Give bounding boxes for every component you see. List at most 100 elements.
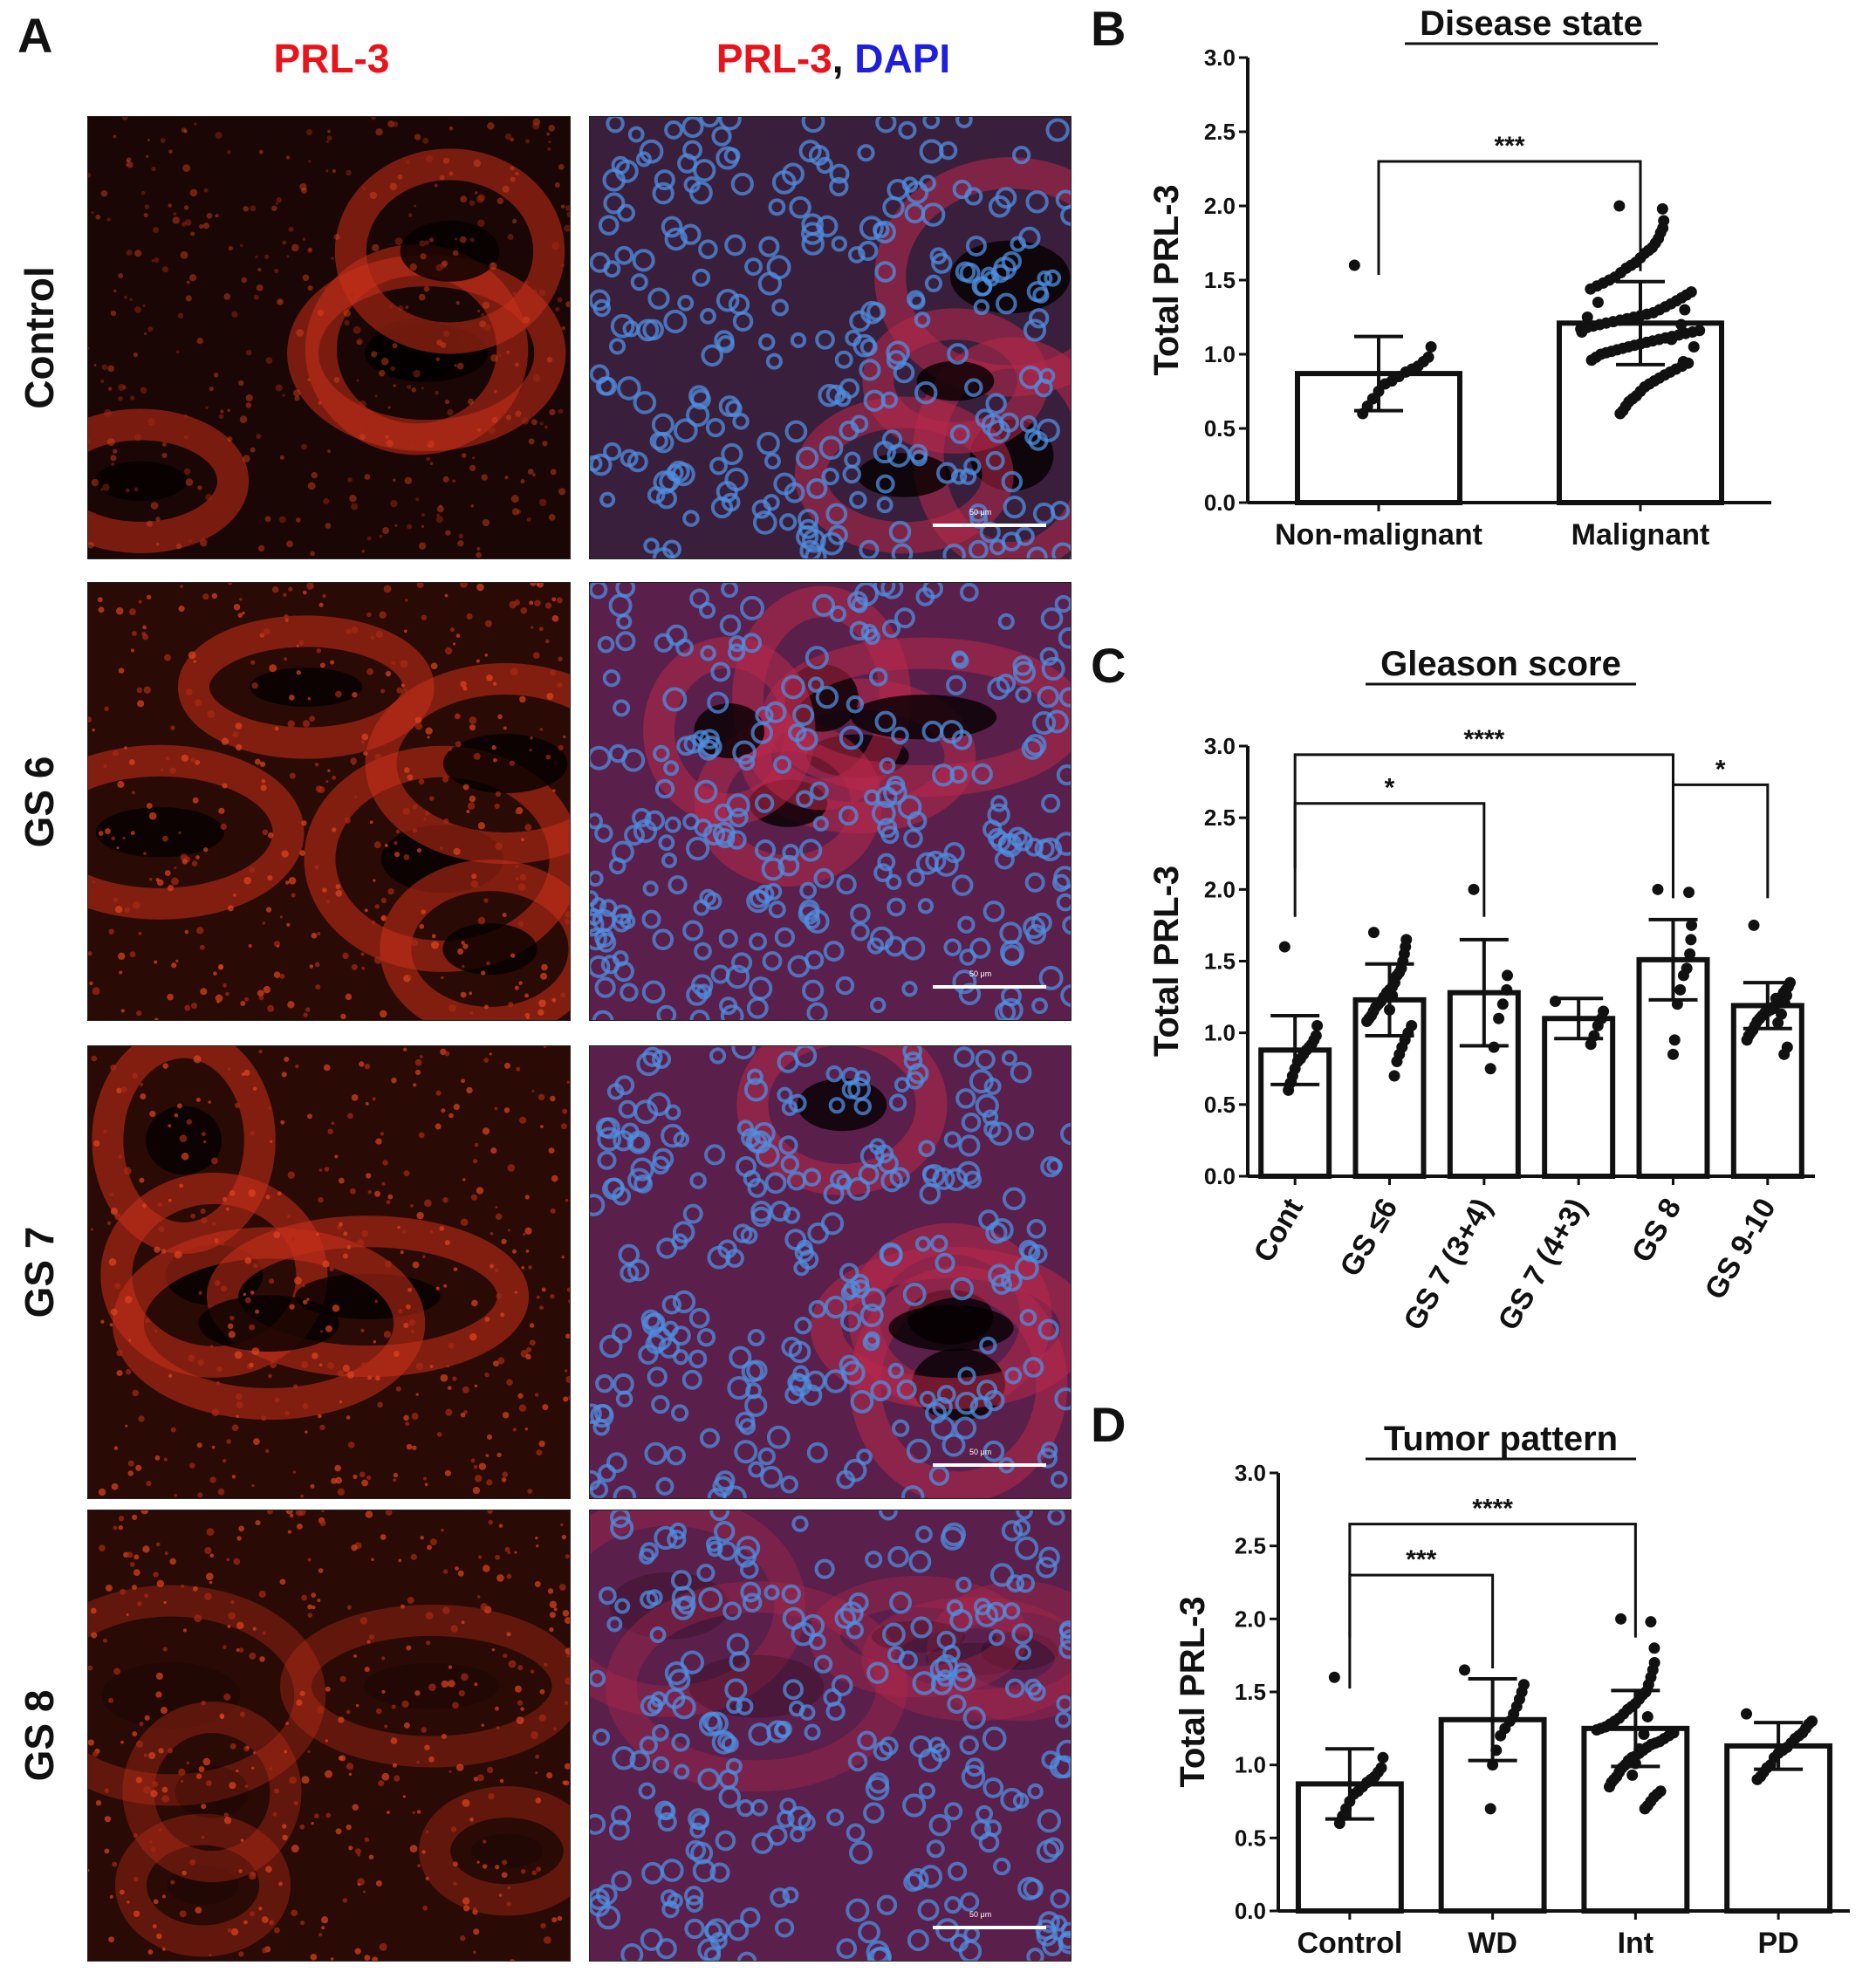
data-point: [1770, 992, 1782, 1004]
y-tick-label: 2.5: [1204, 119, 1236, 145]
chart-panel-b: B Disease state Total PRL-3 0.0 0.5 1.0 1.5 2.0…: [1082, 0, 1876, 593]
data-point: [1585, 283, 1597, 295]
scale-bar: [933, 524, 1046, 527]
chart-title: Disease state: [1420, 4, 1643, 43]
data-point: [1391, 1056, 1403, 1068]
y-tick-label: 2.0: [1204, 876, 1236, 902]
data-point: [1613, 200, 1626, 212]
data-point: [1379, 378, 1391, 390]
data-point: [1668, 1034, 1681, 1046]
data-point: [1778, 996, 1790, 1009]
data-point: [1639, 1803, 1651, 1815]
data-point: [1652, 883, 1664, 895]
data-point: [1493, 1012, 1505, 1024]
data-point: [1626, 1769, 1639, 1781]
data-point: [1425, 341, 1437, 353]
data-point: [1591, 1724, 1603, 1736]
y-axis-label: Total PRL-3: [1147, 184, 1186, 375]
col-header-prl3: PRL-3: [87, 35, 576, 82]
x-tick-label: Cont: [1247, 1193, 1310, 1268]
y-tick-label: 1.0: [1204, 1020, 1236, 1046]
data-point: [1468, 883, 1480, 895]
micrograph-texture: [590, 583, 1071, 1020]
data-point: [1666, 333, 1678, 346]
y-tick-label: 0.5: [1235, 1825, 1266, 1851]
data-point: [1388, 1070, 1400, 1082]
x-tick-label: Malignant: [1571, 518, 1710, 551]
micrograph-texture: [590, 1510, 1071, 1961]
data-point: [1278, 941, 1291, 953]
data-point: [1767, 1003, 1779, 1015]
data-point: [1576, 326, 1588, 338]
y-tick-label: 1.5: [1204, 948, 1236, 975]
data-point: [1679, 304, 1691, 316]
data-point: [1683, 887, 1695, 899]
data-point: [1459, 1664, 1471, 1676]
chart-panel-d: D Tumor pattern Total PRL-3 0.0 0.5 1.0 1.5 2.0…: [1082, 1396, 1876, 1975]
scale-bar: [933, 1463, 1046, 1467]
col-header-prl3-dapi: PRL-3, DAPI: [589, 35, 1078, 82]
row-label-control: Control: [17, 266, 62, 409]
data-point: [1677, 969, 1689, 982]
data-point: [1615, 1613, 1627, 1625]
prl3-image-gs-7: [87, 1045, 571, 1499]
significance-label: ****: [1472, 1495, 1513, 1524]
col-header-dapi-blue: DAPI: [854, 36, 951, 81]
significance-label: *: [1715, 755, 1726, 784]
y-tick-label: 2.5: [1204, 805, 1236, 831]
data-point: [1484, 1803, 1496, 1815]
data-point: [1496, 998, 1509, 1010]
data-point: [1592, 1019, 1604, 1031]
micrograph-texture: [90, 1046, 570, 1498]
data-point: [1501, 983, 1513, 996]
data-point: [1674, 983, 1687, 996]
merged-image-gs-8: 50 μm: [589, 1510, 1072, 1962]
micrograph-texture: [88, 583, 570, 1020]
col-header-prl3-red: PRL-3: [715, 36, 832, 81]
x-tick-label: GS 8: [1626, 1193, 1688, 1268]
data-point: [1685, 934, 1697, 946]
y-tick-label: 1.5: [1204, 267, 1236, 293]
x-tick-label: GS 7 (4+3): [1492, 1193, 1594, 1336]
col-header-separator: ,: [832, 36, 855, 81]
data-point: [1778, 1048, 1790, 1060]
x-tick-label: PD: [1758, 1927, 1799, 1960]
data-point: [1311, 1019, 1324, 1031]
chart-title: Gleason score: [1380, 645, 1621, 683]
data-point: [1638, 1729, 1650, 1741]
scale-bar-label: 50 μm: [969, 1448, 992, 1456]
merged-image-gs-6: 50 μm: [589, 582, 1072, 1021]
data-point: [1585, 1038, 1597, 1051]
y-tick-label: 3.0: [1204, 45, 1236, 71]
significance-bracket: [1348, 1573, 1495, 1689]
y-tick-label: 0.0: [1204, 1163, 1236, 1189]
data-point: [1484, 1063, 1496, 1075]
chart-d-svg: D Tumor pattern Total PRL-3 0.0 0.5 1.0 1.5 2.0…: [1091, 1397, 1850, 1960]
data-point: [1581, 312, 1593, 323]
panel-letter-b: B: [1091, 1, 1126, 56]
data-point: [1377, 1751, 1389, 1763]
prl3-image-gs-6: [87, 582, 571, 1021]
y-tick-label: 1.0: [1235, 1752, 1266, 1778]
y-tick-label: 0.0: [1235, 1898, 1266, 1924]
chart-title: Tumor pattern: [1384, 1420, 1618, 1458]
data-point: [1648, 1642, 1660, 1654]
merged-image-gs-7: 50 μm: [589, 1045, 1072, 1499]
x-tick-label: Non-malignant: [1275, 518, 1482, 551]
prl3-image-control: [87, 116, 571, 559]
panel-letter-c: C: [1091, 638, 1126, 693]
x-tick-label: GS 7 (3+4): [1397, 1193, 1499, 1336]
y-axis-label: Total PRL-3: [1174, 1596, 1212, 1787]
panel-letter-d: D: [1091, 1397, 1126, 1452]
bar-3: [1542, 1016, 1616, 1179]
data-point: [1748, 919, 1760, 931]
data-point: [1614, 407, 1626, 420]
micrograph-texture: [590, 1046, 1071, 1498]
data-point: [1688, 341, 1700, 353]
data-point: [1502, 969, 1514, 982]
y-tick-label: 3.0: [1235, 1460, 1266, 1486]
significance-label: *: [1385, 774, 1395, 803]
data-point: [1677, 356, 1689, 367]
scale-bar-label: 50 μm: [969, 969, 992, 978]
significance-label: ***: [1406, 1545, 1436, 1574]
